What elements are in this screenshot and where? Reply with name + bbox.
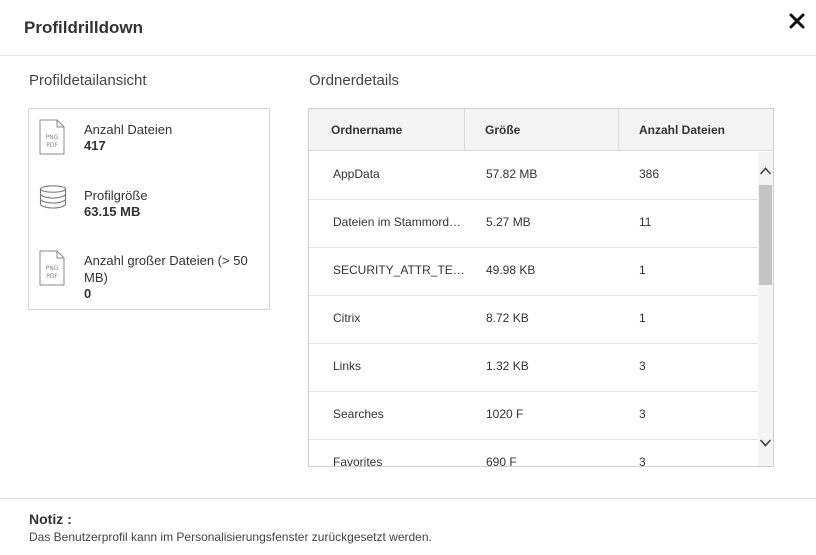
column-divider bbox=[464, 109, 465, 151]
file-count-cell: 11 bbox=[639, 215, 652, 229]
file-count-label: Anzahl Dateien bbox=[84, 122, 173, 137]
database-icon bbox=[39, 185, 67, 214]
large-files-label: Anzahl großer Dateien (> 50 MB) bbox=[84, 253, 248, 285]
table-body: AppData 57.82 MB 386 Dateien im Stammord… bbox=[309, 152, 758, 466]
file-count-cell: 3 bbox=[639, 407, 646, 421]
file-count-cell: 386 bbox=[639, 167, 660, 181]
size-cell: 690 F bbox=[486, 455, 517, 466]
large-files-value: 0 bbox=[84, 286, 92, 301]
png-pdf-file-icon: PNG PDF bbox=[39, 250, 65, 291]
png-pdf-file-icon: PNG PDF bbox=[39, 119, 65, 160]
column-header-folder-name[interactable]: Ordnername bbox=[331, 123, 403, 137]
file-count-cell: 3 bbox=[639, 359, 646, 373]
table-row[interactable]: Favorites 690 F 3 bbox=[309, 440, 758, 466]
folder-name-cell: SECURITY_ATTR_TEMP bbox=[333, 263, 465, 277]
scroll-down-chevron-icon[interactable] bbox=[758, 436, 773, 450]
column-header-size[interactable]: Größe bbox=[485, 123, 521, 137]
close-icon[interactable] bbox=[788, 12, 806, 30]
size-cell: 1.32 KB bbox=[486, 359, 529, 373]
folder-name-cell: Dateien im Stammordner bbox=[333, 215, 465, 229]
size-cell: 8.72 KB bbox=[486, 311, 529, 325]
folder-name-cell: Searches bbox=[333, 407, 384, 421]
note-title: Notiz : bbox=[29, 511, 72, 527]
table-row[interactable]: Links 1.32 KB 3 bbox=[309, 344, 758, 392]
folder-name-cell: Links bbox=[333, 359, 362, 373]
dialog-footer: Notiz : Das Benutzerprofil kann im Perso… bbox=[0, 498, 816, 555]
table-row[interactable]: AppData 57.82 MB 386 bbox=[309, 152, 758, 200]
column-divider bbox=[618, 109, 619, 151]
profile-size-label: Profilgröße bbox=[84, 188, 148, 203]
profile-detail-title: Profildetailansicht bbox=[29, 72, 147, 89]
size-cell: 57.82 MB bbox=[486, 167, 538, 181]
table-row[interactable]: SECURITY_ATTR_TEMP 49.98 KB 1 bbox=[309, 248, 758, 296]
size-cell: 49.98 KB bbox=[486, 263, 536, 277]
dialog-header: Profildrilldown bbox=[0, 0, 816, 56]
folder-name-cell: Citrix bbox=[333, 311, 361, 325]
table-header: Ordnername Größe Anzahl Dateien bbox=[309, 109, 773, 151]
profile-size-value: 63.15 MB bbox=[84, 204, 141, 219]
table-row[interactable]: Searches 1020 F 3 bbox=[309, 392, 758, 440]
scroll-up-chevron-icon[interactable] bbox=[758, 164, 773, 178]
table-scrollbar[interactable] bbox=[758, 152, 773, 466]
folder-details-table: Ordnername Größe Anzahl Dateien AppData … bbox=[308, 108, 774, 467]
file-count-value: 417 bbox=[84, 138, 106, 153]
profile-summary-box: PNG PDF Anzahl Dateien 417 Profilgröße 6… bbox=[28, 108, 270, 310]
note-text: Das Benutzerprofil kann im Personalisier… bbox=[29, 530, 432, 544]
file-count-cell: 3 bbox=[639, 455, 646, 466]
folder-name-cell: AppData bbox=[333, 167, 380, 181]
folder-details-title: Ordnerdetails bbox=[309, 72, 400, 89]
svg-text:PDF: PDF bbox=[46, 142, 58, 149]
svg-text:PNG: PNG bbox=[46, 265, 59, 272]
large-files-item: PNG PDF Anzahl großer Dateien (> 50 MB) … bbox=[29, 250, 269, 308]
size-cell: 1020 F bbox=[486, 407, 524, 421]
svg-text:PNG: PNG bbox=[46, 134, 59, 141]
file-count-cell: 1 bbox=[639, 311, 646, 325]
file-count-item: PNG PDF Anzahl Dateien 417 bbox=[29, 119, 269, 175]
file-count-cell: 1 bbox=[639, 263, 646, 277]
table-row[interactable]: Citrix 8.72 KB 1 bbox=[309, 296, 758, 344]
svg-text:PDF: PDF bbox=[46, 273, 58, 280]
profile-size-item: Profilgröße 63.15 MB bbox=[29, 185, 269, 231]
folder-name-cell: Favorites bbox=[333, 455, 383, 466]
scroll-thumb[interactable] bbox=[759, 185, 772, 285]
table-row[interactable]: Dateien im Stammordner 5.27 MB 11 bbox=[309, 200, 758, 248]
size-cell: 5.27 MB bbox=[486, 215, 531, 229]
dialog-title: Profildrilldown bbox=[24, 18, 143, 37]
column-header-file-count[interactable]: Anzahl Dateien bbox=[639, 123, 726, 137]
